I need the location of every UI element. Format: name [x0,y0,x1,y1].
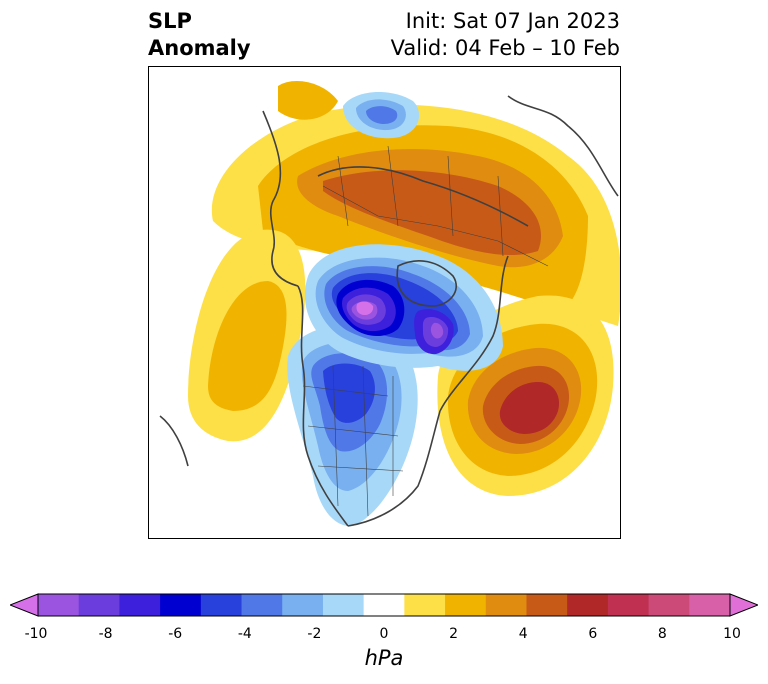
init-date: Init: Sat 07 Jan 2023 [405,9,620,33]
colorbar-cell [282,594,324,616]
colorbar-cell [78,594,120,616]
colorbar [10,593,758,617]
colorbar-extension-min [10,593,39,617]
valid-range: Valid: 04 Feb – 10 Feb [390,36,620,60]
title-variable: SLP [148,9,192,33]
colorbar-cell [241,594,283,616]
map-title: SLP Anomaly [148,8,251,62]
colorbar-tick-label: -4 [237,626,252,642]
map-dates: Init: Sat 07 Jan 2023 Valid: 04 Feb – 10… [391,8,620,62]
polar-map [148,66,621,539]
colorbar-cell [200,594,243,616]
colorbar-cell [160,594,202,616]
colorbar-tick-label: 4 [518,626,528,642]
coastlines [159,95,619,527]
colorbar-cell [404,594,446,616]
title-subtitle: Anomaly [148,36,251,60]
colorbar-cell [485,594,527,616]
colorbar-cell [119,594,161,616]
kara-sea-low-anomaly [343,91,420,139]
colorbar-cell [38,594,80,616]
colorbar-cell [648,594,690,616]
colorbar-tick-label: -6 [168,626,183,642]
colorbar-cell [322,594,365,616]
pacific-high-anomaly [188,229,306,442]
colorbar-extension-max [729,593,758,617]
colorbar-cell [445,594,487,616]
colorbar-cell [567,594,609,616]
colorbar-tick-label: 2 [449,626,459,642]
colorbar-unit-label: hPa [364,646,404,670]
colorbar-cell [363,594,405,616]
colorbar-cell [607,594,650,616]
colorbar-tick-label: 8 [657,626,667,642]
colorbar-tick-label: -2 [307,626,322,642]
country-borders [302,145,549,517]
colorbar-tick-label: -8 [98,626,113,642]
colorbar-cell [526,594,568,616]
colorbar-cell [689,594,731,616]
greenland-low-anomaly [304,244,503,371]
colorbar-tick-label: 6 [588,626,598,642]
colorbar-tick-label: 0 [379,626,389,642]
colorbar-tick-label: -10 [24,626,48,642]
north-america-low-anomaly [287,325,418,527]
colorbar-tick-label: 10 [723,626,741,642]
